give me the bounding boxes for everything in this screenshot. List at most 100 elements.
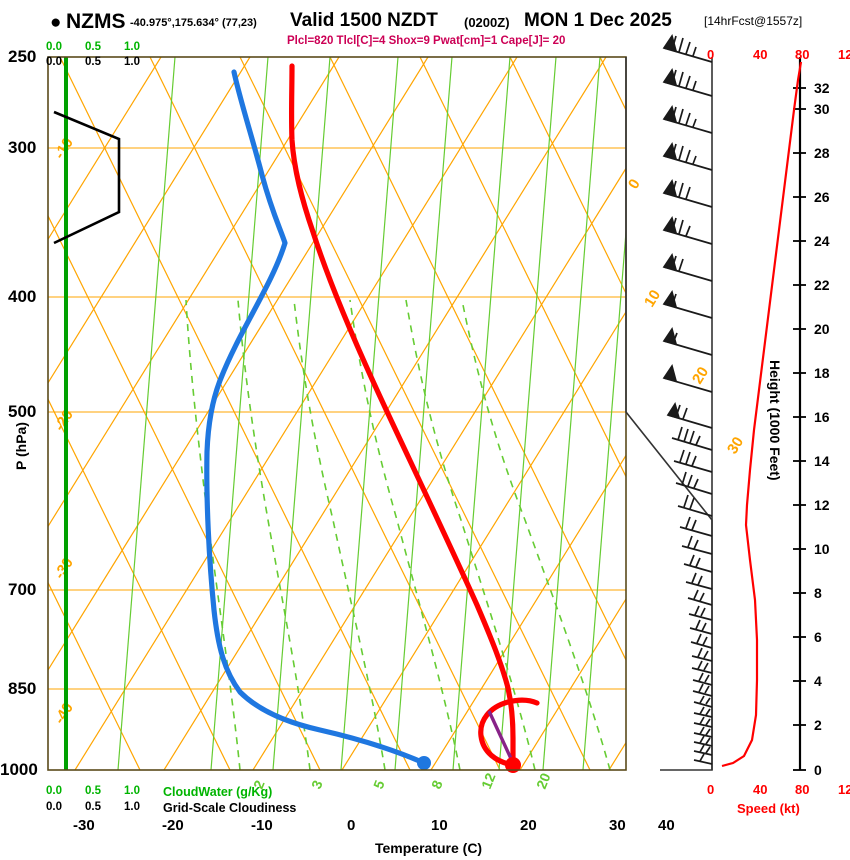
wind-barb [693,726,713,738]
temperature-surface-marker [505,757,521,773]
isotherm-label: -20 [51,407,77,434]
speed-tick-top: 120 [838,47,850,62]
isotherm-label: -10 [51,135,77,162]
wind-barb [693,706,713,718]
temperature-tick: -10 [251,817,273,834]
pressure-tick: 400 [8,287,37,306]
wind-barb [662,141,713,171]
temperature-tick: -20 [162,817,184,834]
mixing-ratio-label: 20 [533,770,554,791]
pressure-tick: 700 [8,580,37,599]
speed-axis-label: Speed (kt) [737,801,800,816]
station-coordinates: -40.975°,175.634° (77,23) [130,17,257,29]
height-tick: 30 [814,101,830,117]
height-speed-panel [721,57,806,771]
wind-barb [688,605,713,621]
pressure-tick: 250 [8,47,37,66]
dewpoint-curve [204,69,427,766]
cloudiness-tick-top: 1.0 [124,56,140,68]
mixing-ratio-label: 5 [370,778,388,791]
speed-tick-bottom: 40 [753,782,768,797]
cloudiness-tick-bottom: 1.0 [124,801,140,813]
pressure-axis-label: P (hPa) [13,422,29,470]
wind-barb [662,215,713,245]
wind-barb [690,633,713,649]
wind-barbs [662,33,713,765]
mixing-ratio-label: 3 [308,778,326,791]
temperature-tick: 40 [658,817,675,834]
pressure-tick: 1000 [0,760,38,779]
wind-barb [692,683,713,697]
isotherm-lines [48,57,626,770]
wind-barb [662,178,713,208]
speed-tick-top: 40 [753,47,768,62]
valid-date: MON 1 Dec 2025 [524,10,672,31]
cloudiness-tick-top: 0.0 [46,56,62,68]
valid-time: Valid 1500 NZDT [290,10,438,31]
height-tick: 2 [814,717,822,733]
cloudwater-tick-top: 1.0 [124,41,140,53]
wind-barb [687,589,713,606]
height-axis-label: Height (1000 Feet) [767,360,783,481]
speed-tick-bottom: 80 [795,782,810,797]
cloudwater-tick-bottom: 1.0 [124,785,140,797]
height-tick: 12 [814,497,830,513]
wind-barb [677,494,713,517]
wind-barb [662,363,713,393]
height-tick: 10 [814,541,830,557]
height-tick: 14 [814,453,830,469]
wind-barb [662,33,713,63]
height-tick: 18 [814,365,830,381]
height-tick: 8 [814,585,822,601]
height-tick: 26 [814,189,830,205]
cloudwater-legend-label: CloudWater (g/Kg) [163,785,273,799]
pressure-tick: 300 [8,138,37,157]
wind-barb [666,401,713,429]
isotherm-label-extra: -40 [51,700,77,727]
wind-barb [673,449,713,473]
saturation-mixing-lines [117,57,626,770]
parcel-path [487,710,515,764]
isotherm-label: 20 [689,364,712,387]
height-tick: 32 [814,80,830,96]
wind-barb-panel [625,33,713,771]
isotherm-label-extra2: 30 [724,434,747,457]
dry-adiabat-lines [48,57,626,770]
wind-barb [689,619,713,635]
speed-tick-bottom: 120 [838,782,850,797]
wind-barb [662,252,713,282]
height-tick: 6 [814,629,822,645]
wind-barb [691,647,713,662]
wind-barb [662,289,713,319]
wind-barb [685,572,713,590]
pressure-tick: 850 [8,679,37,698]
cloudwater-tick-bottom: 0.0 [46,785,62,797]
wind-barb [671,426,713,451]
wind-barb [681,535,713,555]
mixing-ratio-label-group: 2 3 5 8 12 20 [250,770,554,791]
parcel-hook [478,697,540,768]
height-tick: 24 [814,233,830,249]
isobar-lines [48,57,626,770]
speed-tick-bottom: 0 [707,782,715,797]
cloudiness-tick-bottom: 0.5 [85,801,101,813]
wind-barb [693,753,713,765]
cloudiness-tick-bottom: 0.0 [46,801,62,813]
skewt-grid [48,57,626,770]
cloudwater-tick-bottom: 0.5 [85,785,101,797]
height-tick-marks [793,87,806,771]
speed-tick-top: 0 [707,47,715,62]
isotherm-label: 0 [625,176,644,192]
forecast-label: [14hrFcst@1557z] [704,14,803,28]
wind-barb [693,744,713,756]
wind-barb [693,735,713,747]
height-tick: 28 [814,145,830,161]
wind-barb [662,67,713,97]
temperature-tick: -30 [73,817,95,834]
valid-time-utc: (0200Z) [464,15,510,30]
temperature-tick: 30 [609,817,626,834]
station-dot-icon: ● [50,12,62,33]
temperature-curve [288,63,516,768]
wind-barb [693,716,713,728]
